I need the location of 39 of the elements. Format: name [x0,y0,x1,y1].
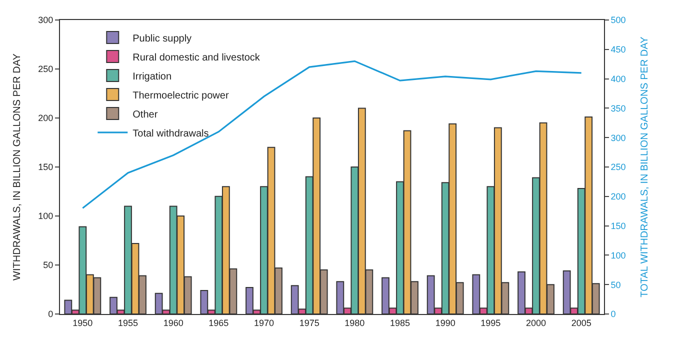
y2-tick-label: 350 [610,103,626,114]
y2-tick-label: 50 [610,280,621,290]
legend-label: Rural domestic and livestock [132,52,261,64]
y-tick-label: 0 [48,309,54,320]
x-tick-label: 1975 [299,318,320,328]
legend-label: Irrigation [132,71,172,82]
x-tick-label: 1965 [208,318,229,328]
y2-tick-label: 400 [610,74,626,84]
x-tick-label: 1955 [118,318,138,328]
x-tick-label: 1985 [390,318,410,328]
legend-label: Thermoelectric power [132,90,230,102]
y2-tick-label: 250 [610,162,626,172]
y2-tick-label: 450 [610,44,626,55]
y2-tick-label: 300 [610,132,626,143]
y-tick-label: 250 [38,64,54,74]
y2-axis-title: TOTAL WITHDRAWALS, IN BILLION GALLONS PER DAY [639,36,650,298]
y-tick-label: 150 [38,162,54,172]
x-tick-label: 1995 [480,318,501,328]
y-axis-title: WITHDRAWALS, IN BILLION GALLONS PER DAY [12,53,24,280]
y2-tick-label: 100 [610,250,626,260]
x-tick-label: 1970 [254,318,274,328]
x-tick-label: 1980 [344,318,365,328]
y-tick-label: 200 [38,113,54,124]
x-tick-label: 1960 [163,318,184,328]
legend-label: Other [132,109,158,120]
y2-tick-label: 0 [610,309,616,320]
y-tick-label: 300 [38,15,54,26]
line-series [82,60,582,209]
legend-label: Public supply [132,33,192,44]
y-tick-label: 100 [38,211,54,222]
x-tick-label: 2005 [571,318,592,328]
y2-tick-label: 200 [610,192,626,202]
y-tick-label: 50 [43,260,54,270]
legend-label: Total withdrawals [132,128,209,140]
x-tick-label: 1950 [72,318,93,328]
y2-tick-label: 500 [610,15,626,26]
y2-tick-label: 150 [610,220,626,231]
x-tick-label: 1990 [435,318,456,328]
x-tick-label: 2000 [526,318,546,328]
